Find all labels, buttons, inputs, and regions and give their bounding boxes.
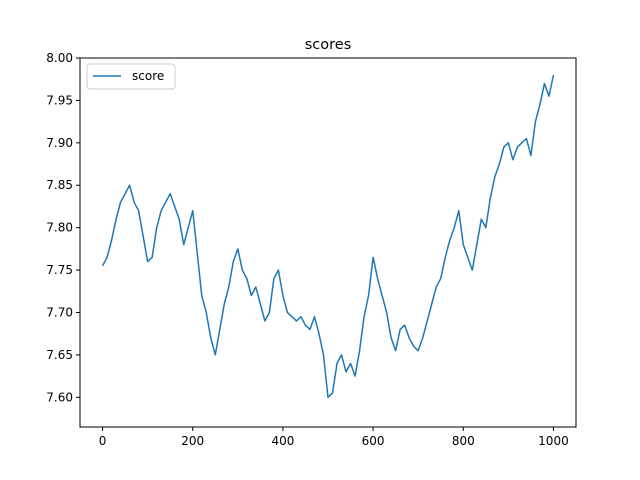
plot-area	[101, 74, 555, 399]
y-tick-label: 7.60	[46, 390, 73, 404]
x-tick-label: 800	[452, 434, 475, 448]
x-tick-label: 400	[271, 434, 294, 448]
y-tick-label: 8.00	[46, 51, 73, 65]
x-tick-label: 200	[181, 434, 204, 448]
chart-title: scores	[305, 37, 352, 53]
x-tick-label: 600	[362, 434, 385, 448]
y-tick-label: 7.80	[46, 221, 73, 235]
y-tick-label: 7.90	[46, 136, 73, 150]
series-line-score	[101, 74, 555, 399]
y-tick-label: 7.75	[46, 263, 73, 277]
y-tick-label: 7.65	[46, 348, 73, 362]
x-axis: 0 200 400 600 800 1000	[99, 427, 569, 448]
legend-box	[86, 63, 176, 90]
legend-label: score	[132, 69, 164, 83]
y-tick-label: 7.70	[46, 305, 73, 319]
x-tick-label: 1000	[538, 434, 569, 448]
legend: score	[86, 63, 176, 90]
y-tick-label: 7.95	[46, 93, 73, 107]
y-axis: 7.60 7.65 7.70 7.75 7.80 7.85 7.90 7.95 8.00	[46, 51, 80, 404]
y-tick-label: 7.85	[46, 178, 73, 192]
axes-frame	[79, 57, 577, 428]
x-tick-label: 0	[99, 434, 107, 448]
